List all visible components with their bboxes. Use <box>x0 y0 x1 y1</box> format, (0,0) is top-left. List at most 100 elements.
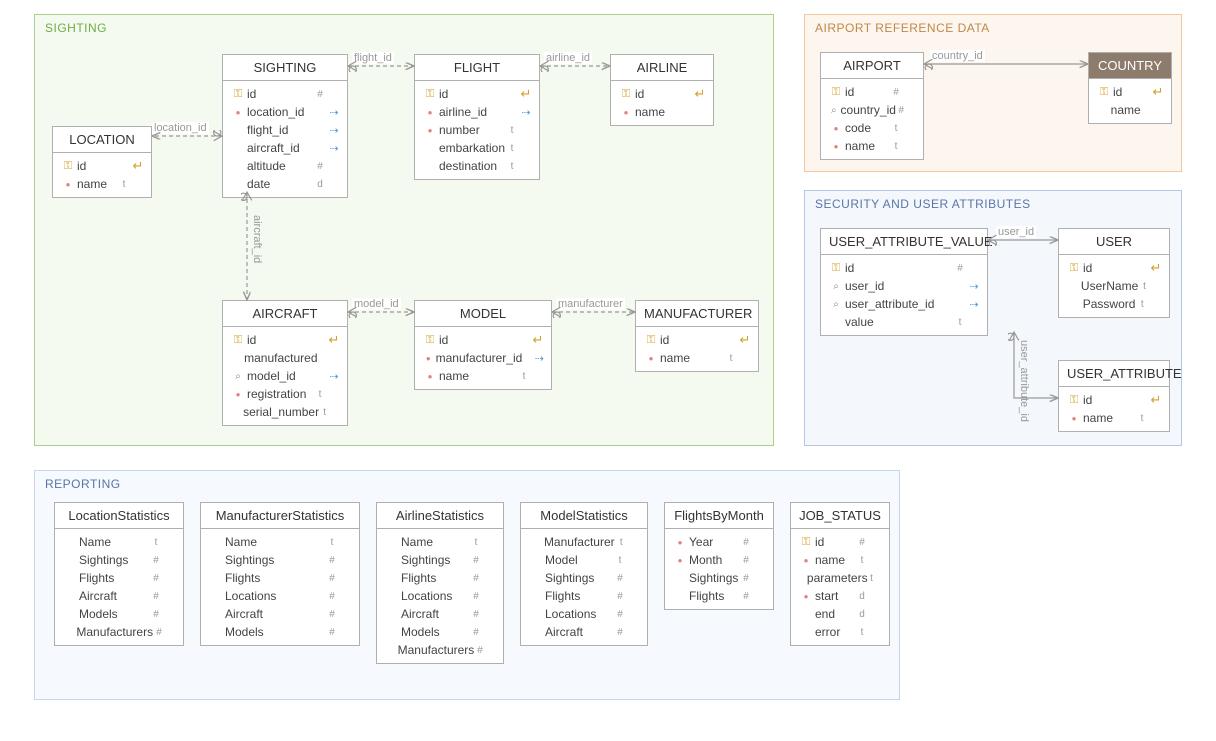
column-type: t <box>313 389 327 400</box>
column-name: id <box>77 159 117 173</box>
entity-body: ⚿id ↵●namet <box>53 153 151 197</box>
column-type: t <box>868 573 876 584</box>
column-name: Year <box>689 535 739 549</box>
section-label: REPORTING <box>45 477 121 491</box>
column-row: dated <box>223 175 347 193</box>
entity-header: FlightsByMonth <box>665 503 773 529</box>
column-type: # <box>325 573 339 584</box>
column-type: t <box>855 555 869 566</box>
entity-country[interactable]: COUNTRY⚿id↵name <box>1088 52 1172 124</box>
key-icon: ⚿ <box>59 160 77 173</box>
column-name: id <box>1113 85 1137 99</box>
column-type: t <box>855 627 869 638</box>
column-type: # <box>153 627 165 638</box>
column-type: # <box>889 87 903 98</box>
column-name: name <box>1083 411 1135 425</box>
column-row: errort <box>791 623 889 641</box>
bullet-icon: ● <box>229 390 247 399</box>
column-type: t <box>1135 413 1149 424</box>
column-row: ⌕user_id⇢ <box>821 277 987 295</box>
bullet-icon: ● <box>59 180 77 189</box>
column-row: UserNamet <box>1059 277 1169 295</box>
column-annot: ↵ <box>531 332 545 348</box>
entity-userAttrValue[interactable]: USER_ATTRIBUTE_VALUE⚿id#⌕user_id⇢⌕user_a… <box>820 228 988 336</box>
column-type: # <box>149 609 163 620</box>
column-type: # <box>953 263 967 274</box>
entity-header: FLIGHT <box>415 55 539 81</box>
column-type: t <box>469 537 483 548</box>
entity-header: USER <box>1059 229 1169 255</box>
entity-model[interactable]: MODEL⚿id↵●manufacturer_id⇢●namet <box>414 300 552 390</box>
entity-header: AIRCRAFT <box>223 301 347 327</box>
column-row: Sightings# <box>201 551 359 569</box>
column-row: ●numbert <box>415 121 539 139</box>
entity-mfrStats[interactable]: ManufacturerStatisticsNametSightings#Fli… <box>200 502 360 646</box>
entity-user[interactable]: USER⚿id↵UserNametPasswordt <box>1058 228 1170 318</box>
entity-header: ManufacturerStatistics <box>201 503 359 529</box>
column-name: Sightings <box>79 553 149 567</box>
column-name: Models <box>79 607 149 621</box>
column-name: Flights <box>225 571 325 585</box>
column-annot: ⇢ <box>534 352 545 365</box>
column-name: name <box>660 351 724 365</box>
column-name: serial_number <box>243 405 319 419</box>
entity-locStats[interactable]: LocationStatisticsNametSightings#Flights… <box>54 502 184 646</box>
entity-userAttribute[interactable]: USER_ATTRIBUTE⚿id↵●namet <box>1058 360 1170 432</box>
column-name: Locations <box>401 589 469 603</box>
column-name: id <box>1083 393 1135 407</box>
entity-header: USER_ATTRIBUTE <box>1059 361 1169 387</box>
column-name: model_id <box>247 369 313 383</box>
column-name: parameters <box>807 571 868 585</box>
column-type: # <box>469 555 483 566</box>
column-row: Flights# <box>201 569 359 587</box>
entity-header: ModelStatistics <box>521 503 647 529</box>
entity-modelStats[interactable]: ModelStatisticsManufacturertModeltSighti… <box>520 502 648 646</box>
column-row: ●namet <box>53 175 151 193</box>
entity-sighting[interactable]: SIGHTING⚿id#●location_id⇢flight_id⇢aircr… <box>222 54 348 198</box>
column-type: d <box>855 591 869 602</box>
column-row: ●startd <box>791 587 889 605</box>
key-icon: ⚿ <box>229 88 247 101</box>
column-name: Flights <box>689 589 739 603</box>
column-row: ●codet <box>821 119 923 137</box>
entity-body: ManufacturertModeltSightings#Flights#Loc… <box>521 529 647 645</box>
column-name: date <box>247 177 313 191</box>
entity-body: ⚿id↵●namet <box>1059 387 1169 431</box>
entity-aircraft[interactable]: AIRCRAFT⚿id↵manufactured⌕model_id⇢●regis… <box>222 300 348 426</box>
column-row: ●Year# <box>665 533 773 551</box>
column-row: destinationt <box>415 157 539 175</box>
column-type: # <box>613 609 627 620</box>
entity-airlineStats[interactable]: AirlineStatisticsNametSightings#Flights#… <box>376 502 504 664</box>
entity-flightsByMonth[interactable]: FlightsByMonth●Year#●Month#Sightings#Fli… <box>664 502 774 610</box>
column-type: # <box>613 627 627 638</box>
bullet-icon: ● <box>671 538 689 547</box>
entity-body: NametSightings#Flights#Aircraft#Models#M… <box>55 529 183 645</box>
column-row: ⚿id↵ <box>1089 83 1171 101</box>
column-annot: ↵ <box>693 86 707 102</box>
column-row: Aircraft# <box>55 587 183 605</box>
column-row: ⚿id ↵ <box>53 157 151 175</box>
column-name: id <box>815 535 855 549</box>
key-icon: ⚿ <box>1095 86 1113 99</box>
column-row: ●airline_id⇢ <box>415 103 539 121</box>
column-row: parameterst <box>791 569 889 587</box>
column-name: code <box>845 121 889 135</box>
column-name: id <box>660 333 724 347</box>
entity-jobStatus[interactable]: JOB_STATUS⚿id#●nametparameterst●startden… <box>790 502 890 646</box>
entity-location[interactable]: LOCATION⚿id↵●namet <box>52 126 152 198</box>
bullet-icon: ● <box>421 126 439 135</box>
entity-airport[interactable]: AIRPORT⚿id#⌕country_id#●codet●namet <box>820 52 924 160</box>
entity-manufacturer[interactable]: MANUFACTURER⚿id↵●namet <box>635 300 759 372</box>
column-row: Flights# <box>377 569 503 587</box>
entity-body: ⚿id↵manufactured⌕model_id⇢●registrationt… <box>223 327 347 425</box>
column-name: Sightings <box>225 553 325 567</box>
entity-flight[interactable]: FLIGHT⚿id↵●airline_id⇢●numbertembarkatio… <box>414 54 540 180</box>
section-label: AIRPORT REFERENCE DATA <box>815 21 990 35</box>
column-name: id <box>439 87 505 101</box>
column-name: Name <box>79 535 149 549</box>
entity-airline[interactable]: AIRLINE⚿id↵●name <box>610 54 714 126</box>
column-type: t <box>319 407 330 418</box>
entity-header: AIRPORT <box>821 53 923 79</box>
column-annot: ↵ <box>131 158 145 174</box>
column-name: id <box>1083 261 1135 275</box>
